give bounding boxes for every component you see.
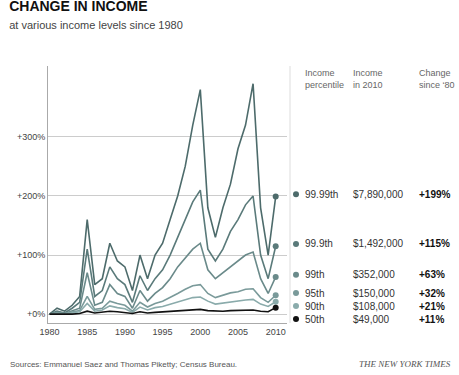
svg-text:99th: 99th: [305, 269, 324, 280]
svg-text:2000: 2000: [190, 327, 210, 337]
svg-text:99.99th: 99.99th: [305, 189, 338, 200]
svg-text:+0%: +0%: [27, 309, 45, 319]
svg-text:+115%: +115%: [419, 238, 450, 249]
svg-text:$1,492,000: $1,492,000: [353, 238, 403, 249]
svg-text:Sources: Emmanuel Saez and Tho: Sources: Emmanuel Saez and Thomas Pikett…: [10, 360, 237, 369]
svg-text:Incomein 2010: Incomein 2010: [353, 68, 383, 90]
svg-text:99.9th: 99.9th: [305, 238, 333, 249]
svg-text:+100%: +100%: [17, 250, 45, 260]
svg-text:+11%: +11%: [419, 314, 444, 325]
svg-text:+199%: +199%: [419, 189, 451, 200]
svg-text:2005: 2005: [228, 327, 248, 337]
svg-text:2010: 2010: [266, 327, 286, 337]
svg-text:1980: 1980: [39, 327, 59, 337]
svg-text:$49,000: $49,000: [353, 314, 390, 325]
svg-text:+32%: +32%: [419, 288, 445, 299]
svg-text:$108,000: $108,000: [353, 301, 395, 312]
svg-text:95th: 95th: [305, 288, 324, 299]
svg-text:+200%: +200%: [17, 191, 45, 201]
svg-text:+300%: +300%: [17, 132, 45, 142]
svg-text:$7,890,000: $7,890,000: [353, 189, 403, 200]
svg-text:Changesince ‘80: Changesince ‘80: [419, 68, 455, 90]
svg-text:CHANGE IN INCOMEat various inc: CHANGE IN INCOMEat various income levels…: [9, 0, 183, 31]
svg-text:THE NEW YORK TIMES: THE NEW YORK TIMES: [359, 359, 451, 369]
svg-text:+21%: +21%: [419, 301, 445, 312]
svg-text:1985: 1985: [77, 327, 97, 337]
svg-text:$150,000: $150,000: [353, 288, 395, 299]
svg-text:1990: 1990: [115, 327, 135, 337]
svg-text:90th: 90th: [305, 301, 324, 312]
svg-text:$352,000: $352,000: [353, 269, 395, 280]
svg-text:+63%: +63%: [419, 269, 445, 280]
svg-text:1995: 1995: [153, 327, 173, 337]
svg-text:50th: 50th: [305, 314, 324, 325]
svg-text:Incomepercentile: Incomepercentile: [305, 68, 344, 90]
